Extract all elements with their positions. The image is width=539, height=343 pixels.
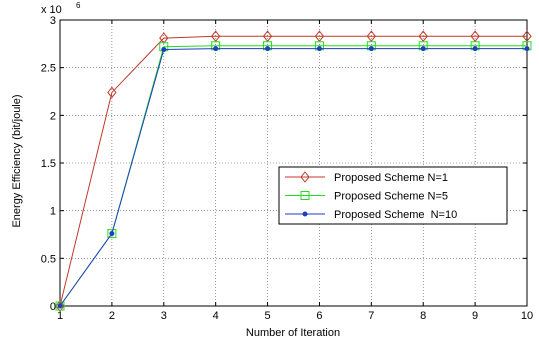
y-tick-label: 0 [50,301,56,313]
legend-items: Proposed Scheme N=1 Proposed Scheme N=5 Pr… [285,171,457,221]
y-tick-label: 1.5 [41,158,56,170]
y-tick-label: 0.5 [41,253,56,265]
y-multiplier-exponent: 6 [76,1,81,10]
data-point [109,231,115,237]
y-tick-label: 2.5 [41,63,56,75]
series-3 [57,46,530,309]
data-point [522,30,532,43]
legend-item-1: Proposed Scheme N=1 [285,171,448,184]
y-tick-label: 1 [50,206,56,218]
x-tick-label: 4 [213,310,219,322]
x-tick-label: 2 [109,310,115,322]
data-point [161,47,167,53]
x-tick-label: 6 [316,310,322,322]
y-multiplier-base: x 10 [41,4,62,16]
x-tick-label: 1 [57,310,63,322]
x-tick-label: 7 [368,310,374,322]
x-tick-label: 9 [472,310,478,322]
series-1 [55,30,532,312]
legend-item-2: Proposed Scheme N=5 [285,191,448,203]
data-point [107,229,117,239]
data-point [262,30,273,43]
x-tick-label: 8 [420,310,426,322]
data-point [265,46,271,52]
data-point [107,86,117,99]
legend-label: Proposed Scheme N=10 [334,209,457,221]
data-point [316,46,322,52]
legend-item-3: Proposed Scheme N=10 [285,209,457,221]
x-tick-label: 5 [264,310,270,322]
legend-marker [300,191,310,200]
axis-ticks: 1 2 3 4 5 6 7 8 9 10 0 0.5 1 1.5 2 2.5 3 [41,15,533,322]
data-point [314,30,325,43]
legend: Proposed Scheme N=1 Proposed Scheme N=5 Pr… [278,166,508,225]
data-point [57,303,63,309]
x-tick-label: 10 [521,310,533,322]
legend-label: Proposed Scheme N=1 [334,172,448,184]
data-point [366,30,376,43]
data-point [211,30,221,43]
series-line [59,48,527,307]
legend-marker [302,211,308,217]
legend-marker [300,171,310,183]
data-point [420,46,426,52]
data-point [418,30,428,43]
data-point [524,46,530,52]
data-point [470,30,480,43]
y-tick-label: 3 [50,15,56,27]
grid-lines [59,19,528,307]
y-tick-label: 2 [50,110,56,122]
data-point [55,301,65,311]
x-axis-title: Number of Iteration [246,327,340,339]
data-point [368,46,374,52]
data-point [55,300,65,312]
legend-label: Proposed Scheme N=5 [334,191,448,203]
data-point [213,46,219,52]
x-tick-label: 3 [161,310,167,322]
y-axis-title: Energy Efficiency (bit/joule) [11,94,23,227]
data-point [472,46,478,52]
data-series [55,30,532,312]
series-line [59,35,527,307]
